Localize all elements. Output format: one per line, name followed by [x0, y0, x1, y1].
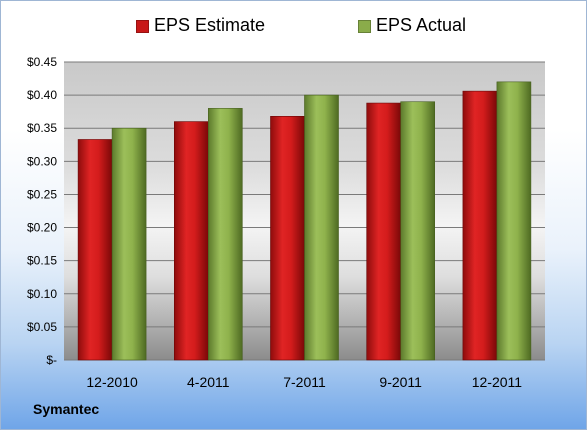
- y-tick-label: $0.10: [27, 287, 57, 301]
- y-tick-label: $0.25: [27, 187, 57, 201]
- bar-eps-actual: [496, 81, 532, 361]
- y-tick-label: $0.35: [27, 121, 57, 135]
- y-axis-ticks: $- $0.05 $0.10 $0.15 $0.20 $0.25 $0.30 $0.35 $0.…: [27, 55, 57, 367]
- legend-label-estimate: EPS Estimate: [154, 15, 266, 35]
- y-tick-label: $0.45: [27, 55, 57, 69]
- y-tick-label: $0.15: [27, 254, 57, 268]
- y-tick-label: $-: [46, 353, 57, 367]
- y-tick-label: $0.20: [27, 221, 57, 235]
- bar-eps-estimate: [174, 121, 209, 361]
- bar-eps-actual: [208, 108, 243, 361]
- y-tick-label: $0.30: [27, 154, 57, 168]
- y-tick-label: $0.05: [27, 320, 57, 334]
- bar-eps-actual: [304, 94, 339, 361]
- y-tick-label: $0.40: [27, 88, 57, 102]
- bar-eps-actual: [400, 101, 436, 361]
- x-axis-ticks: 12-2010 4-2011 7-2011 9-2011 12-2011: [86, 374, 522, 390]
- legend: EPS Estimate EPS Actual: [0, 14, 587, 40]
- legend-swatch-estimate: [136, 20, 149, 33]
- bar-eps-estimate: [366, 102, 402, 361]
- bars: [77, 81, 532, 361]
- bar-eps-estimate: [77, 139, 113, 361]
- bar-eps-actual: [111, 127, 147, 361]
- legend-label-actual: EPS Actual: [376, 15, 467, 35]
- company-label: Symantec: [33, 401, 100, 417]
- x-tick-label: 7-2011: [283, 374, 326, 390]
- legend-swatch-actual: [358, 20, 371, 33]
- bar-eps-estimate: [270, 116, 305, 361]
- x-tick-label: 12-2011: [472, 374, 523, 390]
- bar-eps-estimate: [462, 90, 498, 361]
- x-tick-label: 12-2010: [86, 374, 138, 390]
- x-tick-label: 4-2011: [187, 374, 230, 390]
- x-tick-label: 9-2011: [379, 374, 422, 390]
